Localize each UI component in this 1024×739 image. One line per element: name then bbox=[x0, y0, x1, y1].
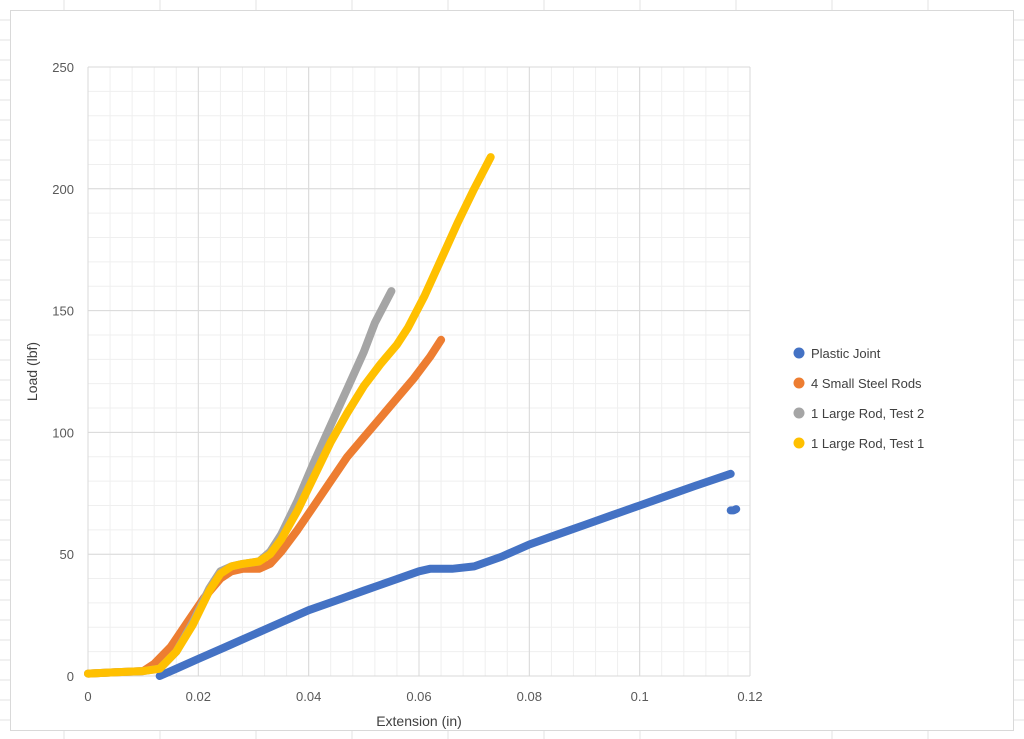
x-axis-title: Extension (in) bbox=[376, 713, 462, 729]
legend-marker bbox=[793, 347, 805, 359]
x-tick-label: 0.06 bbox=[406, 689, 431, 704]
x-axis-ticks: 0 0.02 0.04 0.06 0.08 0.1 0.12 bbox=[84, 689, 762, 704]
series-plastic-joint-extra-points bbox=[726, 505, 741, 515]
chart-area[interactable]: 0 0.02 0.04 0.06 0.08 0.1 0.12 0 50 100 150 200 250… bbox=[10, 10, 1014, 731]
y-tick-label: 0 bbox=[67, 669, 74, 684]
legend-marker bbox=[793, 437, 805, 449]
x-tick-label: 0.12 bbox=[737, 689, 762, 704]
legend-entry: 4 Small Steel Rods bbox=[811, 376, 922, 391]
legend-entry: 1 Large Rod, Test 1 bbox=[811, 436, 924, 451]
series-layer bbox=[84, 153, 741, 680]
x-tick-label: 0.08 bbox=[517, 689, 542, 704]
series-4-small-steel-rods-line bbox=[84, 335, 446, 678]
y-axis-title: Load (lbf) bbox=[24, 342, 40, 401]
legend[interactable]: Plastic Joint 4 Small Steel Rods 1 Large R… bbox=[793, 346, 925, 451]
x-tick-label: 0.1 bbox=[631, 689, 649, 704]
y-tick-label: 50 bbox=[60, 547, 74, 562]
x-tick-label: 0 bbox=[84, 689, 91, 704]
legend-marker bbox=[793, 407, 805, 419]
x-tick-label: 0.04 bbox=[296, 689, 321, 704]
y-tick-label: 200 bbox=[52, 182, 74, 197]
chart-svg: 0 0.02 0.04 0.06 0.08 0.1 0.12 0 50 100 150 200 250… bbox=[24, 60, 925, 729]
legend-entry: Plastic Joint bbox=[811, 346, 881, 361]
y-tick-label: 100 bbox=[52, 425, 74, 440]
x-tick-label: 0.02 bbox=[186, 689, 211, 704]
series-1-large-rod-test-1-line bbox=[84, 153, 495, 678]
legend-entry: 1 Large Rod, Test 2 bbox=[811, 406, 924, 421]
y-tick-label: 250 bbox=[52, 60, 74, 75]
major-gridlines bbox=[87, 66, 751, 677]
legend-marker bbox=[793, 377, 805, 389]
series-1-large-rod-test-2-line bbox=[84, 287, 396, 678]
series-plastic-joint-line bbox=[155, 469, 735, 680]
y-axis-ticks: 0 50 100 150 200 250 bbox=[52, 60, 74, 684]
y-tick-label: 150 bbox=[52, 304, 74, 319]
